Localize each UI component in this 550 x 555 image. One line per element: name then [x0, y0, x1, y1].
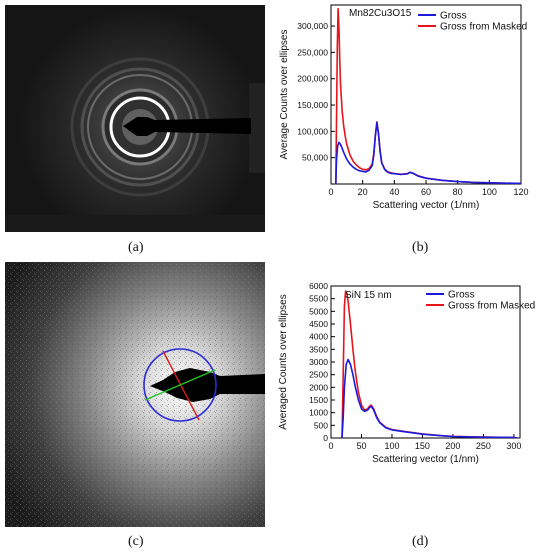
caption-d: (d) — [412, 534, 429, 549]
chart-b-title: Mn82Cu3O15 — [349, 8, 412, 19]
chart-d-ytick-label: 6000 — [309, 281, 328, 291]
chart-b-xtick-label: 0 — [328, 187, 333, 197]
chart-d-title: SiN 15 nm — [345, 290, 392, 301]
chart-b-series-gross-line — [335, 121, 521, 184]
chart-b-xtick-label: 40 — [389, 187, 399, 197]
chart-d-xtick-label: 50 — [356, 441, 366, 451]
chart-d-legend-label: Gross — [448, 290, 475, 301]
chart-d-xtick-label: 0 — [328, 441, 333, 451]
chart-b: 0 20 40 60 80 100 120 50,000 100,000 150,000 200,0… — [275, 0, 550, 232]
chart-d-ytick-label: 5500 — [309, 294, 328, 304]
chart-d-ytick-label: 1500 — [309, 395, 328, 405]
chart-d-xtick-label: 250 — [476, 441, 491, 451]
caption-a: (a) — [128, 240, 144, 255]
chart-d-xtick-label: 150 — [415, 441, 430, 451]
chart-d-ytick-label: 1000 — [309, 408, 328, 418]
chart-d-ytick-label: 3000 — [309, 357, 328, 367]
chart-b-xtick-label: 20 — [358, 187, 368, 197]
chart-b-ytick-label: 200,000 — [297, 74, 328, 84]
chart-b-ytick-label: 150,000 — [297, 100, 328, 110]
chart-d-ytick-label: 3500 — [309, 344, 328, 354]
diffraction-image-a — [5, 5, 265, 232]
diffraction-image-c — [5, 262, 265, 527]
chart-d: 0 50 100 150 200 250 300 0 500 1000 1500 2000 2500 30… — [275, 274, 550, 527]
chart-d-ytick-label: 0 — [323, 433, 328, 443]
chart-d-xtick-label: 300 — [506, 441, 521, 451]
chart-d-xtick-label: 200 — [445, 441, 460, 451]
chart-b-xtick-label: 100 — [482, 187, 497, 197]
chart-d-legend-label: Gross from Masked — [448, 301, 535, 312]
chart-d-ytick-label: 500 — [314, 420, 328, 430]
chart-b-series-gross-from-masked-line — [335, 7, 521, 184]
chart-d-xlabel: Scattering vector (1/nm) — [372, 454, 479, 465]
chart-d-ylabel: Averaged Counts over ellipses — [278, 294, 289, 429]
mask-ring-blue — [143, 348, 217, 422]
chart-b-xtick-label: 120 — [513, 187, 528, 197]
chart-d-series-gross-from-masked-line — [341, 290, 518, 438]
chart-b-xtick-label: 60 — [421, 187, 431, 197]
caption-b: (b) — [412, 240, 429, 255]
chart-d-ytick-label: 5000 — [309, 306, 328, 316]
chart-b-ytick-label: 250,000 — [297, 47, 328, 57]
chart-d-ytick-label: 4500 — [309, 319, 328, 329]
caption-c: (c) — [128, 534, 144, 549]
chart-d-series-gross-line — [341, 358, 518, 438]
chart-b-ylabel: Average Counts over ellipses — [279, 30, 290, 160]
chart-b-ytick-label: 50,000 — [302, 153, 328, 163]
chart-b-ytick-label: 100,000 — [297, 126, 328, 136]
chart-b-legend-label: Gross — [440, 11, 467, 22]
chart-d-xtick-label: 100 — [384, 441, 399, 451]
chart-d-ytick-label: 4000 — [309, 332, 328, 342]
chart-b-legend-label: Gross from Masked — [440, 22, 527, 33]
chart-b-xlabel: Scattering vector (1/nm) — [373, 200, 480, 211]
chart-d-ytick-label: 2500 — [309, 370, 328, 380]
chart-d-ytick-label: 2000 — [309, 382, 328, 392]
chart-b-ytick-label: 300,000 — [297, 21, 328, 31]
chart-b-xtick-label: 80 — [453, 187, 463, 197]
